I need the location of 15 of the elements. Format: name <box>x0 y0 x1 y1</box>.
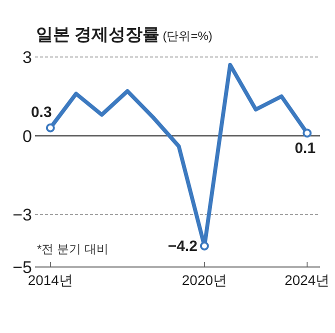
chart-subtitle: (단위=%) <box>162 29 212 43</box>
chart-title: 일본 경제성장률 <box>36 25 160 44</box>
x-tick-label: 2014년 <box>28 272 73 288</box>
point <box>302 128 312 138</box>
point <box>200 242 209 250</box>
data-label: 0.3 <box>30 104 52 121</box>
y-tick-label: 0 <box>22 126 32 146</box>
x-tick-label: 2024년 <box>284 272 330 288</box>
annotation: *전 분기 대비 <box>37 242 108 256</box>
point <box>46 123 55 132</box>
data-label: 0.1 <box>294 140 316 158</box>
y-tick-label: 3 <box>22 48 32 67</box>
y-tick-label: −3 <box>12 206 32 224</box>
data-label: −4.2 <box>168 238 198 255</box>
x-tick-label: 2020년 <box>182 272 228 288</box>
